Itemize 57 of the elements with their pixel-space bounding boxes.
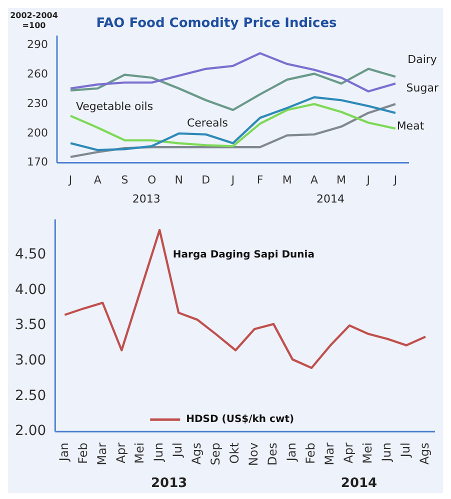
x-tick-label: D — [202, 173, 210, 186]
text: 2014 — [340, 476, 378, 491]
x-tick-label: Jan — [56, 442, 71, 462]
y-tick-label: 200 — [26, 126, 48, 140]
x-tick-label: F — [256, 173, 264, 186]
x-tick-label: Mar — [94, 442, 109, 466]
x-tick-label: M — [282, 173, 292, 186]
x-tick-label: O — [147, 173, 156, 186]
x-tick-label: M — [336, 173, 346, 186]
x-tick-label: J — [366, 173, 370, 186]
x-tick-label: Des — [266, 442, 280, 466]
x-tick-label: Nov — [246, 442, 261, 466]
x-tick-label: Jan — [284, 442, 299, 462]
y-tick-label: 170 — [26, 156, 48, 169]
x-tick-label: A — [94, 173, 102, 186]
x-tick-label: Feb — [76, 442, 90, 464]
x-tick-label: S — [121, 173, 128, 186]
x-tick-label: N — [174, 173, 183, 186]
annotation: Sugar — [406, 81, 439, 94]
y-tick-label: 3.00 — [15, 352, 46, 368]
x-tick-label: Mar — [322, 442, 337, 466]
y-tick-label: 2.00 — [15, 423, 46, 440]
annotation: Dairy — [408, 52, 438, 66]
annotation: Vegetable oils — [76, 100, 154, 113]
y-tick-label: 290 — [26, 38, 48, 52]
x-tick-label: Jul — [170, 442, 185, 458]
text: 2014 — [316, 192, 344, 206]
y-tick-label: 4.50 — [15, 246, 46, 262]
x-tick-label: Jun — [152, 442, 166, 462]
legend-label: HDSD (US$/kh cwt) — [186, 414, 294, 426]
y-tick-label: 2.50 — [15, 388, 46, 404]
x-tick-label: Apr — [342, 442, 356, 464]
text: Harga Daging Sapi Dunia — [172, 249, 314, 260]
x-tick-label: Jun — [380, 442, 394, 462]
x-tick-label: J — [68, 173, 72, 186]
annotation: Meat — [396, 119, 425, 132]
x-tick-label: A — [310, 173, 318, 186]
text: 2013 — [151, 476, 188, 491]
x-tick-label: Mei — [360, 442, 375, 464]
annotation: Cereals — [186, 116, 228, 130]
x-tick-label: Apr — [114, 442, 128, 464]
x-tick-label: Feb — [304, 442, 318, 464]
y-tick-label: 230 — [26, 96, 48, 110]
x-tick-label: Jul — [398, 442, 413, 458]
text: 2013 — [132, 192, 160, 206]
chart-title: FAO Food Comodity Price Indices — [96, 16, 338, 32]
x-tick-label: Mei — [132, 442, 147, 464]
x-tick-label: Ags — [418, 442, 432, 465]
y-tick-label: 260 — [26, 68, 48, 81]
y-tick-label: 3.50 — [15, 317, 46, 334]
y-axis-title: 2002-2004 =100 — [10, 11, 58, 30]
x-tick-label: Ags — [190, 442, 204, 465]
y-tick-label: 4.00 — [15, 282, 46, 298]
x-tick-label: Sep — [208, 442, 223, 466]
x-tick-label: J — [230, 173, 235, 186]
x-tick-label: J — [392, 173, 398, 186]
x-tick-label: Okt — [228, 442, 242, 464]
